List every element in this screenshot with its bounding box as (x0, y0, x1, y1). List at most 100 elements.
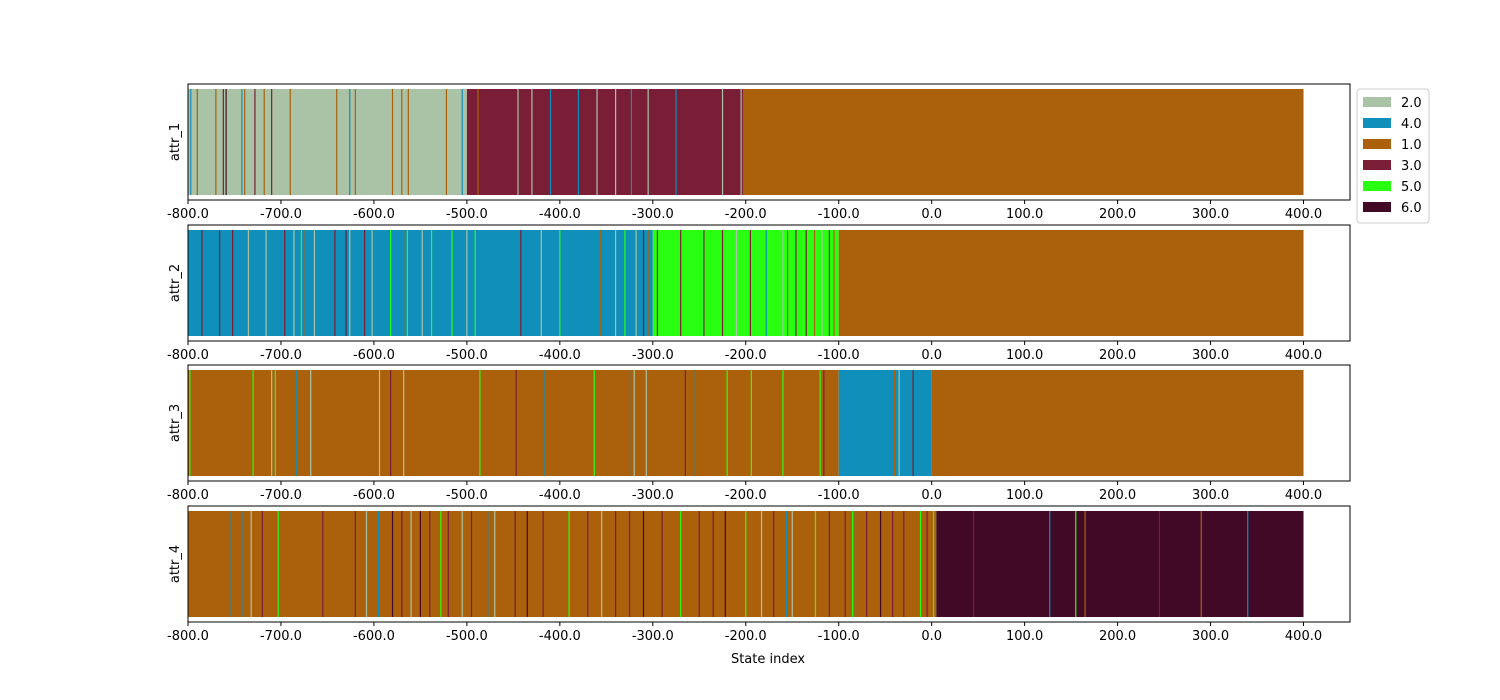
panel-attr_4: -800.0 -700.0 -600.0 -500.0 -400.0 -300.0 -200… (167, 505, 1351, 644)
x-tick-label: -300.0 (632, 207, 674, 222)
y-axis-label: attr_3 (168, 404, 183, 442)
state-spike (675, 89, 677, 195)
panel-attr_3: -800.0 -700.0 -600.0 -500.0 -400.0 -300.0 -200… (167, 364, 1351, 503)
state-spike (932, 511, 935, 617)
x-tick-label: -600.0 (353, 629, 395, 644)
panel-attr_1: -800.0 -700.0 -600.0 -500.0 -400.0 -300.0 -200… (167, 83, 1351, 222)
state-spike (310, 370, 312, 476)
x-tick-label: -100.0 (818, 629, 860, 644)
state-segment (838, 230, 1304, 336)
legend-swatch (1363, 160, 1391, 170)
state-spike (304, 230, 306, 336)
state-spike (813, 230, 816, 336)
x-tick-label: -800.0 (167, 207, 209, 222)
state-spike (354, 511, 356, 617)
state-spike (247, 230, 250, 336)
state-spike (628, 511, 631, 617)
state-spike (222, 89, 224, 195)
state-spike (926, 511, 928, 617)
state-spike (401, 89, 403, 195)
state-spike (735, 230, 738, 336)
legend: 2.0 4.0 1.0 3.0 5.0 6.0 (1356, 88, 1430, 224)
state-spike (244, 89, 246, 195)
x-tick-label: -100.0 (818, 348, 860, 363)
state-spike (693, 370, 695, 476)
state-spike (219, 230, 221, 336)
x-tick-label: -100.0 (818, 207, 860, 222)
state-spike (615, 89, 617, 195)
state-spike (526, 511, 528, 617)
state-spike (261, 511, 263, 617)
x-tick-label: -100.0 (818, 488, 860, 503)
legend-label: 1.0 (1401, 138, 1422, 153)
state-spike (296, 370, 298, 476)
x-tick-label: -700.0 (260, 348, 302, 363)
x-tick-label: 0.0 (921, 348, 942, 363)
state-spike (721, 89, 724, 195)
state-spike (371, 230, 373, 336)
state-spike (647, 230, 649, 336)
state-spike (410, 511, 412, 617)
state-spike (447, 511, 449, 617)
state-spike (265, 230, 267, 336)
state-spike (559, 230, 561, 336)
state-spike (189, 370, 191, 476)
axes-frame (187, 505, 1351, 623)
state-spike (271, 89, 273, 195)
state-spike (814, 511, 817, 617)
x-axis-label: State index (731, 652, 805, 667)
state-spike (430, 230, 433, 336)
state-spike (1158, 511, 1161, 617)
state-spike (786, 511, 788, 617)
legend-label: 2.0 (1401, 96, 1422, 111)
state-spike (577, 89, 580, 195)
axes-frame (187, 364, 1351, 482)
state-spike (517, 89, 519, 195)
state-spike (593, 370, 595, 476)
state-spike (334, 230, 336, 336)
state-spike (232, 230, 234, 336)
x-tick-label: -600.0 (353, 348, 395, 363)
x-tick-label: -200.0 (725, 348, 767, 363)
x-tick-label: -600.0 (353, 207, 395, 222)
state-spike (252, 370, 254, 476)
axes-frame (187, 224, 1351, 342)
legend-swatch (1363, 97, 1391, 107)
state-spike (406, 230, 408, 336)
state-spike (805, 230, 807, 336)
state-spike (451, 230, 453, 336)
state-spike (791, 511, 793, 617)
legend-label: 3.0 (1401, 159, 1422, 174)
x-tick-label: 400.0 (1285, 488, 1322, 503)
state-spike (390, 230, 392, 336)
state-spike (354, 89, 356, 195)
state-spike (892, 511, 894, 617)
state-spike (645, 370, 647, 476)
state-spike (750, 370, 752, 476)
state-spike (293, 230, 295, 336)
panel-attr_2: -800.0 -700.0 -600.0 -500.0 -400.0 -300.0 -200… (167, 224, 1351, 363)
legend-label: 5.0 (1401, 180, 1422, 195)
x-tick-label: -400.0 (539, 207, 581, 222)
state-spike (712, 511, 714, 617)
state-spike (903, 511, 905, 617)
x-tick-label: -600.0 (353, 488, 395, 503)
x-tick-label: -500.0 (446, 207, 488, 222)
state-spike (313, 230, 316, 336)
state-spike (274, 370, 276, 476)
state-spike (470, 511, 473, 617)
state-spike (461, 511, 463, 617)
state-spike (615, 511, 617, 617)
x-tick-label: 300.0 (1192, 207, 1229, 222)
state-spike (773, 511, 775, 617)
state-spike (540, 230, 542, 336)
state-spike (520, 230, 522, 336)
state-spike (377, 511, 380, 617)
state-spike (403, 230, 405, 336)
state-spike (421, 230, 423, 336)
state-spike (698, 511, 700, 617)
legend-swatch (1363, 139, 1391, 149)
state-spike (390, 370, 392, 476)
state-spike (680, 511, 682, 617)
x-tick-label: 300.0 (1192, 348, 1229, 363)
